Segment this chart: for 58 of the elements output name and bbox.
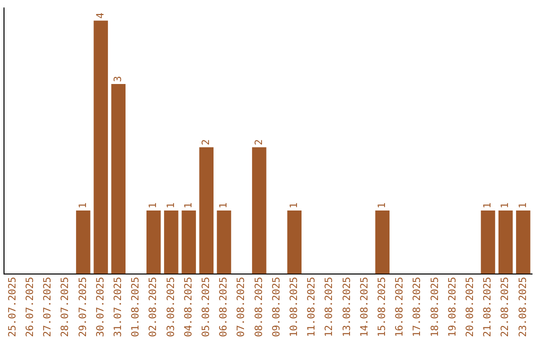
bar [111, 84, 126, 274]
x-tick-label: 25.07.2025 [7, 276, 18, 338]
x-tick-label: 27.07.2025 [42, 276, 54, 338]
x-tick-label: 21.08.2025 [482, 276, 494, 338]
x-tick-label: 02.08.2025 [148, 276, 160, 338]
x-tick-label: 08.08.2025 [254, 276, 265, 338]
data-label: 1 [500, 202, 512, 209]
data-label: 1 [288, 202, 300, 209]
x-tick-label: 01.08.2025 [130, 276, 142, 338]
data-label: 1 [376, 202, 388, 209]
data-label: 1 [148, 202, 160, 209]
x-tick-label: 18.08.2025 [430, 276, 441, 338]
bar [498, 210, 513, 274]
x-tick-label: 22.08.2025 [500, 276, 512, 338]
x-tick-label: 07.08.2025 [236, 276, 248, 338]
data-label: 3 [112, 76, 124, 82]
x-tick-label: 12.08.2025 [324, 276, 336, 338]
bar [182, 210, 196, 274]
x-tick-label: 03.08.2025 [166, 276, 177, 338]
x-tick-label: 06.08.2025 [218, 276, 230, 338]
data-label: 2 [254, 139, 265, 146]
data-label: 2 [200, 139, 212, 146]
data-label: 1 [482, 202, 494, 209]
bar [287, 210, 302, 274]
x-tick-label: 05.08.2025 [200, 276, 212, 338]
data-label: 1 [518, 202, 529, 209]
bar [516, 210, 530, 274]
data-label: 1 [183, 202, 194, 209]
x-tick-label: 04.08.2025 [183, 276, 194, 338]
x-tick-label: 30.07.2025 [95, 276, 106, 338]
bar [164, 210, 178, 274]
x-tick-label: 26.07.2025 [24, 276, 36, 338]
x-tick-label: 16.08.2025 [394, 276, 406, 338]
bar [146, 210, 161, 274]
bar [252, 147, 266, 274]
x-tick-label: 20.08.2025 [464, 276, 476, 338]
x-tick-label: 31.07.2025 [112, 276, 124, 338]
bar [94, 20, 108, 274]
data-label: 1 [218, 202, 230, 209]
bar [480, 210, 496, 274]
x-tick-label: 13.08.2025 [342, 276, 353, 338]
x-tick-label: 28.07.2025 [60, 276, 72, 338]
bar [216, 210, 232, 274]
x-tick-label: 29.07.2025 [78, 276, 89, 338]
bar [76, 210, 90, 274]
x-tick-label: 19.08.2025 [447, 276, 458, 338]
data-label: 4 [95, 12, 106, 19]
data-label: 1 [166, 202, 177, 209]
x-tick-label: 15.08.2025 [376, 276, 388, 338]
x-tick-label: 10.08.2025 [288, 276, 300, 338]
bar [199, 147, 214, 274]
x-tick-label: 14.08.2025 [359, 276, 370, 338]
x-tick-label: 09.08.2025 [271, 276, 282, 338]
x-tick-label: 11.08.2025 [306, 276, 318, 338]
data-label: 1 [78, 202, 89, 209]
x-tick-label: 23.08.2025 [518, 276, 529, 338]
bar [375, 210, 390, 274]
x-tick-label: 17.08.2025 [412, 276, 424, 338]
